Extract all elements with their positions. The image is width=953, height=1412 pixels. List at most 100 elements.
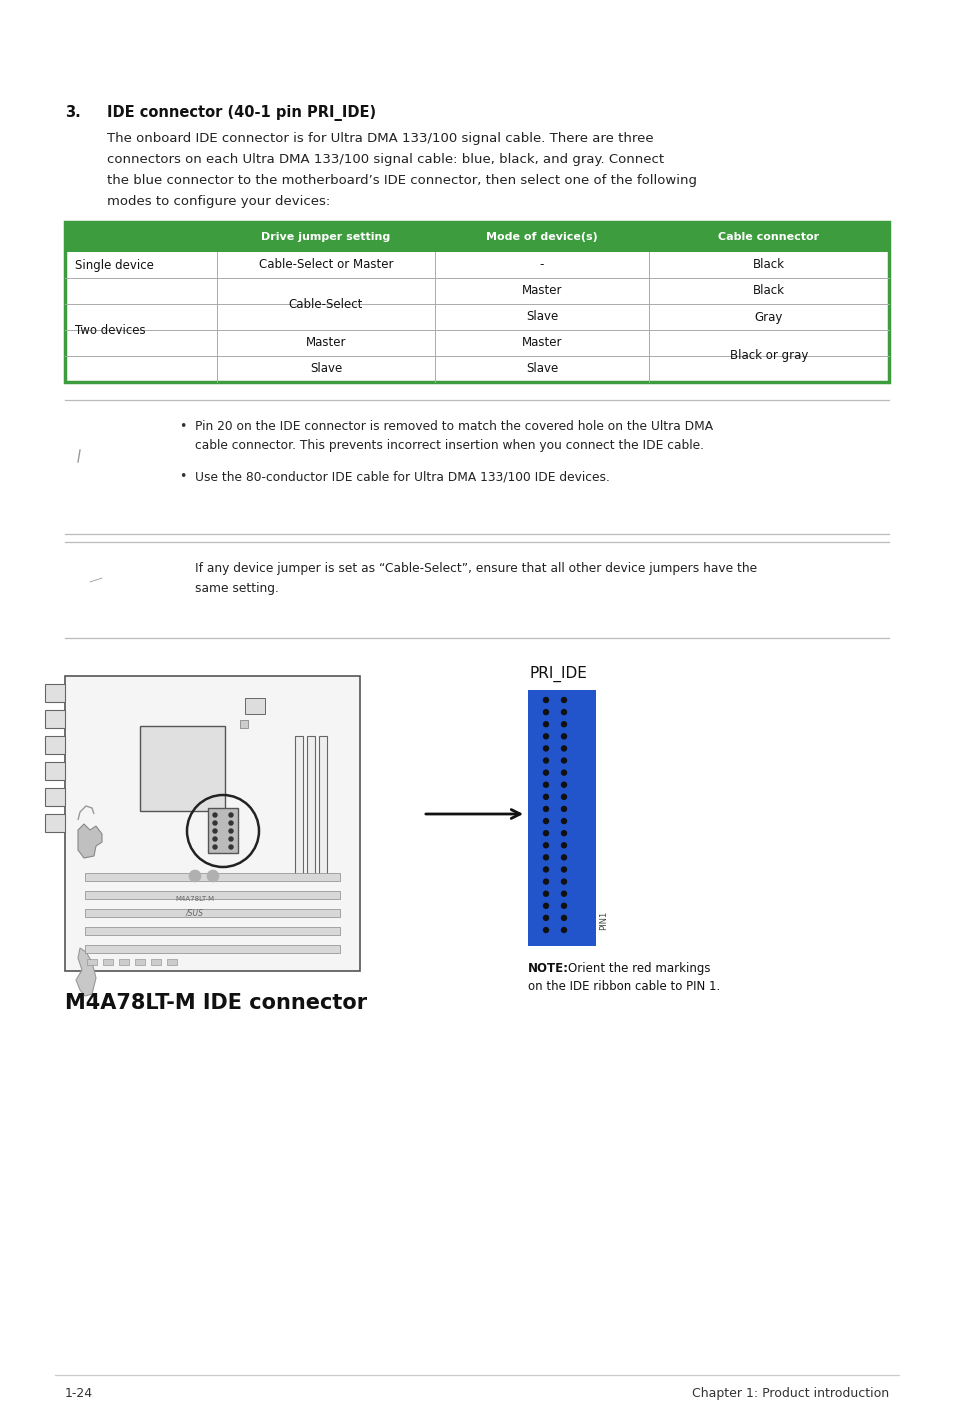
Bar [151,959,161,964]
Text: Cable-Select or Master: Cable-Select or Master [258,258,393,271]
Text: modes to configure your devices:: modes to configure your devices: [107,195,330,208]
Bar [318,736,327,875]
Circle shape [561,746,566,751]
Text: -: - [539,258,543,271]
Bar [103,959,112,964]
Bar [307,736,314,875]
Text: Slave: Slave [525,311,558,323]
Bar [45,813,65,832]
Bar [167,959,177,964]
Text: the blue connector to the motherboard’s IDE connector, then select one of the fo: the blue connector to the motherboard’s … [107,174,697,186]
Bar [85,891,339,899]
Bar [85,873,339,881]
Bar [85,928,339,935]
Text: Mode of device(s): Mode of device(s) [486,232,598,241]
Circle shape [543,880,548,884]
Circle shape [229,813,233,818]
Bar [45,788,65,806]
Circle shape [213,829,216,833]
Text: connectors on each Ultra DMA 133/100 signal cable: blue, black, and gray. Connec: connectors on each Ultra DMA 133/100 sig… [107,152,663,167]
Text: Black or gray: Black or gray [729,350,807,363]
Text: Master: Master [305,336,346,350]
Circle shape [561,698,566,703]
Text: Master: Master [521,336,561,350]
Bar [245,698,265,714]
Text: Pin 20 on the IDE connector is removed to match the covered hole on the Ultra DM: Pin 20 on the IDE connector is removed t… [194,419,713,433]
Text: M4A78LT-M IDE connector: M4A78LT-M IDE connector [65,993,367,1012]
Circle shape [561,904,566,908]
Bar [140,726,225,810]
Circle shape [561,928,566,932]
Text: same setting.: same setting. [194,582,278,594]
Text: If any device jumper is set as “Cable-Select”, ensure that all other device jump: If any device jumper is set as “Cable-Se… [194,562,757,575]
Text: Chapter 1: Product introduction: Chapter 1: Product introduction [691,1387,888,1401]
Circle shape [561,891,566,897]
Circle shape [561,843,566,847]
Bar [65,222,888,251]
Text: Orient the red markings: Orient the red markings [567,962,710,976]
Circle shape [213,820,216,825]
Circle shape [561,734,566,738]
Text: The onboard IDE connector is for Ultra DMA 133/100 signal cable. There are three: The onboard IDE connector is for Ultra D… [107,131,653,145]
Circle shape [543,854,548,860]
Circle shape [543,795,548,799]
Text: Slave: Slave [310,363,342,376]
Circle shape [229,829,233,833]
Circle shape [561,819,566,823]
Bar [45,736,65,754]
Bar [85,909,339,916]
Circle shape [543,891,548,897]
Text: PIN1: PIN1 [598,911,607,931]
Text: 3.: 3. [65,104,81,120]
Circle shape [213,813,216,818]
Text: NOTE:: NOTE: [527,962,568,976]
Circle shape [229,837,233,842]
Bar [208,808,237,853]
Text: Drive jumper setting: Drive jumper setting [261,232,390,241]
Circle shape [543,830,548,836]
Circle shape [543,819,548,823]
Text: cable connector. This prevents incorrect insertion when you connect the IDE cabl: cable connector. This prevents incorrect… [194,439,703,452]
Bar [240,720,248,729]
Circle shape [543,782,548,788]
Circle shape [543,843,548,847]
Circle shape [543,722,548,727]
Bar [87,959,97,964]
Circle shape [229,844,233,849]
Bar [527,938,596,946]
Circle shape [189,870,201,882]
Circle shape [543,746,548,751]
Circle shape [561,830,566,836]
Text: •: • [179,419,186,433]
Text: Cable connector: Cable connector [718,232,819,241]
Circle shape [561,806,566,812]
Circle shape [543,867,548,873]
Circle shape [543,928,548,932]
Circle shape [561,758,566,762]
Bar [527,690,596,938]
Circle shape [207,870,219,882]
Text: PRI_IDE: PRI_IDE [530,666,587,682]
Circle shape [561,770,566,775]
Circle shape [561,782,566,788]
Circle shape [213,837,216,842]
Text: Use the 80-conductor IDE cable for Ultra DMA 133/100 IDE devices.: Use the 80-conductor IDE cable for Ultra… [194,470,609,483]
Bar [294,736,303,875]
Bar [119,959,129,964]
Bar [85,945,339,953]
Bar [135,959,145,964]
Bar [45,710,65,729]
Text: on the IDE ribbon cable to PIN 1.: on the IDE ribbon cable to PIN 1. [527,980,720,993]
Bar [45,683,65,702]
Circle shape [561,795,566,799]
Text: 1-24: 1-24 [65,1387,93,1401]
Circle shape [543,758,548,762]
Text: M4A78LT-M: M4A78LT-M [175,897,214,902]
Circle shape [229,820,233,825]
Circle shape [543,734,548,738]
Polygon shape [78,825,102,858]
Text: Master: Master [521,284,561,298]
Text: Two devices: Two devices [75,323,146,336]
Circle shape [543,806,548,812]
Bar [65,222,888,383]
